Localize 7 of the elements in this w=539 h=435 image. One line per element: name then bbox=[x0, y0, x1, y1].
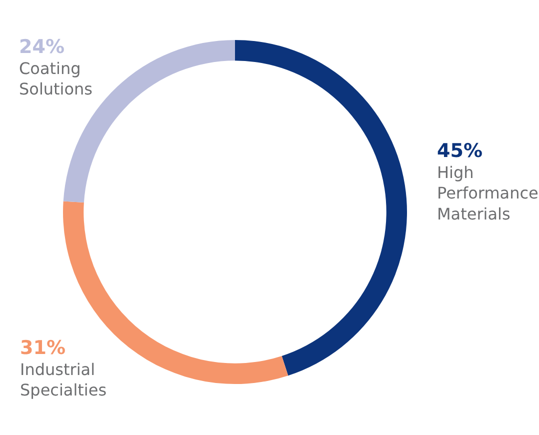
data-label: 31% bbox=[20, 337, 66, 359]
data-label: 24% bbox=[19, 36, 64, 58]
slice-label: High Performance Materials bbox=[437, 162, 538, 224]
slice-label: Coating Solutions bbox=[19, 58, 93, 99]
slice-label: Industrial Specialties bbox=[20, 360, 107, 400]
data-label: 45% bbox=[437, 140, 482, 162]
donut-slice bbox=[235, 40, 407, 376]
